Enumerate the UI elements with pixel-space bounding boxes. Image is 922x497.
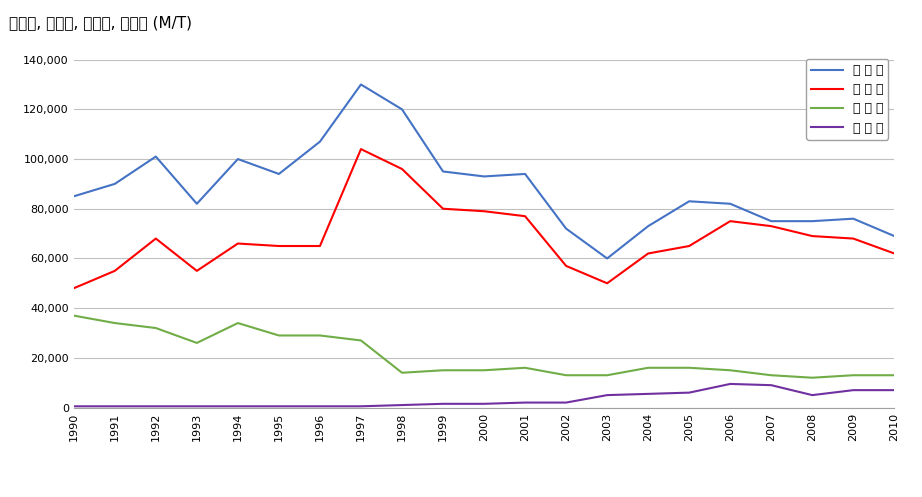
수 요 량 — [561, 263, 572, 269]
Line: 생 산 량: 생 산 량 — [74, 84, 894, 258]
수 입 량 — [643, 391, 654, 397]
수 입 량 — [437, 401, 448, 407]
수 출 량 — [273, 332, 284, 338]
수 입 량 — [602, 392, 613, 398]
생 산 량 — [355, 82, 366, 87]
수 출 량 — [725, 367, 736, 373]
수 출 량 — [848, 372, 859, 378]
수 입 량 — [273, 403, 284, 409]
Line: 수 요 량: 수 요 량 — [74, 149, 894, 288]
수 출 량 — [232, 320, 243, 326]
생 산 량 — [519, 171, 530, 177]
Line: 수 입 량: 수 입 량 — [74, 384, 894, 406]
수 요 량 — [355, 146, 366, 152]
Legend: 생 산 량, 수 요 량, 수 출 량, 수 입 량: 생 산 량, 수 요 량, 수 출 량, 수 입 량 — [807, 59, 888, 140]
수 입 량 — [807, 392, 818, 398]
생 산 량 — [396, 106, 408, 112]
수 입 량 — [109, 403, 120, 409]
생 산 량 — [479, 173, 490, 179]
수 요 량 — [643, 250, 654, 256]
생 산 량 — [889, 233, 900, 239]
수 요 량 — [437, 206, 448, 212]
수 출 량 — [191, 340, 202, 346]
생 산 량 — [683, 198, 694, 204]
수 출 량 — [314, 332, 325, 338]
수 입 량 — [479, 401, 490, 407]
수 입 량 — [68, 403, 79, 409]
생 산 량 — [273, 171, 284, 177]
생 산 량 — [725, 201, 736, 207]
수 입 량 — [765, 382, 776, 388]
수 요 량 — [109, 268, 120, 274]
생 산 량 — [109, 181, 120, 187]
수 요 량 — [683, 243, 694, 249]
수 출 량 — [519, 365, 530, 371]
수 입 량 — [519, 400, 530, 406]
수 요 량 — [602, 280, 613, 286]
수 출 량 — [683, 365, 694, 371]
생 산 량 — [807, 218, 818, 224]
수 출 량 — [479, 367, 490, 373]
수 출 량 — [765, 372, 776, 378]
수 요 량 — [150, 236, 161, 242]
수 출 량 — [889, 372, 900, 378]
수 입 량 — [725, 381, 736, 387]
수 입 량 — [355, 403, 366, 409]
생 산 량 — [561, 226, 572, 232]
생 산 량 — [68, 193, 79, 199]
생 산 량 — [848, 216, 859, 222]
수 출 량 — [109, 320, 120, 326]
수 입 량 — [683, 390, 694, 396]
수 입 량 — [314, 403, 325, 409]
수 출 량 — [602, 372, 613, 378]
생 산 량 — [232, 156, 243, 162]
수 요 량 — [848, 236, 859, 242]
수 출 량 — [561, 372, 572, 378]
수 출 량 — [355, 337, 366, 343]
수 요 량 — [314, 243, 325, 249]
생 산 량 — [437, 168, 448, 174]
Line: 수 출 량: 수 출 량 — [74, 316, 894, 378]
수 요 량 — [519, 213, 530, 219]
수 입 량 — [232, 403, 243, 409]
수 입 량 — [396, 402, 408, 408]
수 요 량 — [479, 208, 490, 214]
수 출 량 — [68, 313, 79, 319]
수 요 량 — [765, 223, 776, 229]
수 출 량 — [807, 375, 818, 381]
생 산 량 — [150, 154, 161, 160]
생 산 량 — [314, 139, 325, 145]
수 입 량 — [889, 387, 900, 393]
생 산 량 — [765, 218, 776, 224]
수 요 량 — [807, 233, 818, 239]
생 산 량 — [602, 255, 613, 261]
수 출 량 — [437, 367, 448, 373]
수 출 량 — [643, 365, 654, 371]
수 출 량 — [396, 370, 408, 376]
수 요 량 — [396, 166, 408, 172]
수 요 량 — [725, 218, 736, 224]
수 입 량 — [150, 403, 161, 409]
수 출 량 — [150, 325, 161, 331]
수 요 량 — [68, 285, 79, 291]
수 요 량 — [889, 250, 900, 256]
수 입 량 — [191, 403, 202, 409]
수 입 량 — [848, 387, 859, 393]
생 산 량 — [191, 201, 202, 207]
수 입 량 — [561, 400, 572, 406]
생 산 량 — [643, 223, 654, 229]
Text: 수요량, 생산량, 수출량, 수입량 (M/T): 수요량, 생산량, 수출량, 수입량 (M/T) — [9, 15, 192, 30]
수 요 량 — [273, 243, 284, 249]
수 요 량 — [232, 241, 243, 247]
수 요 량 — [191, 268, 202, 274]
